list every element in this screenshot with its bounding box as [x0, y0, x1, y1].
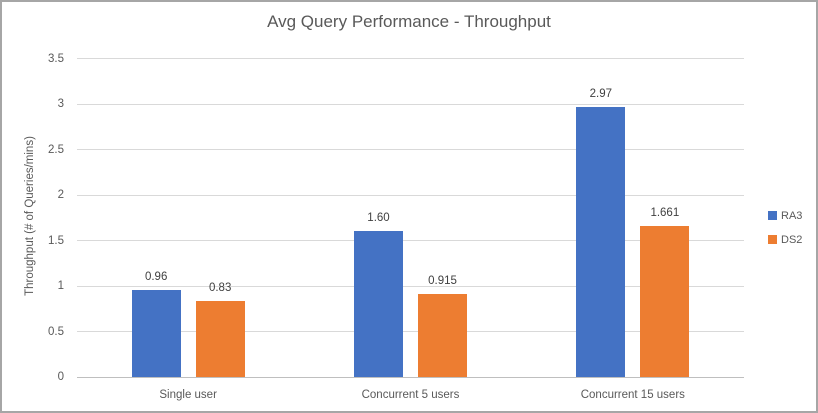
x-axis-line — [77, 376, 744, 378]
legend-label-ra3: RA3 — [781, 209, 803, 222]
y-tick-label: 1.5 — [48, 234, 64, 247]
chart-title: Avg Query Performance - Throughput — [267, 12, 551, 31]
data-label-ra3-3: 2.97 — [589, 87, 613, 100]
data-label-ds2-2: 0.915 — [428, 274, 457, 287]
gridline — [77, 103, 744, 105]
y-tick-label: 0 — [57, 371, 64, 383]
legend-swatch-ds2 — [768, 235, 777, 244]
category-label: Concurrent 15 users — [580, 389, 685, 401]
data-label-ra3-2: 1.60 — [367, 212, 390, 225]
bar-ra3-3 — [576, 106, 626, 377]
bar-ra3-2 — [354, 231, 403, 377]
y-tick-label: 2.5 — [48, 143, 64, 156]
bar-ds2-2 — [418, 293, 467, 377]
y-tick-label: 1 — [57, 280, 64, 292]
gridline — [77, 240, 744, 241]
legend-swatch-ra3 — [768, 211, 777, 220]
bar-ds2-1 — [195, 301, 245, 377]
data-label-ds2-3: 1.661 — [650, 206, 680, 219]
gridline — [77, 58, 744, 59]
y-tick-label: 0.5 — [48, 325, 64, 338]
legend-item-ra3: RA3 — [768, 209, 802, 222]
y-tick-label: 3.5 — [48, 52, 64, 65]
gridline — [77, 285, 744, 287]
gridline — [77, 149, 744, 150]
gridline — [77, 194, 744, 196]
data-label-ds2-1: 0.83 — [208, 282, 232, 295]
legend-item-ds2: DS2 — [768, 233, 802, 246]
gridline — [77, 331, 744, 332]
bar-ra3-1 — [131, 289, 181, 377]
y-tick-label: 2 — [57, 189, 64, 201]
bar-ds2-3 — [640, 225, 690, 377]
category-label: Single user — [159, 389, 217, 401]
y-tick-label: 3 — [57, 98, 64, 110]
y-axis-title: Throughput (# of Queries/mins) — [24, 136, 36, 296]
legend: RA3 DS2 — [768, 209, 802, 246]
legend-label-ds2: DS2 — [781, 233, 803, 246]
category-label: Concurrent 5 users — [361, 389, 460, 401]
data-label-ra3-1: 0.96 — [144, 270, 168, 283]
